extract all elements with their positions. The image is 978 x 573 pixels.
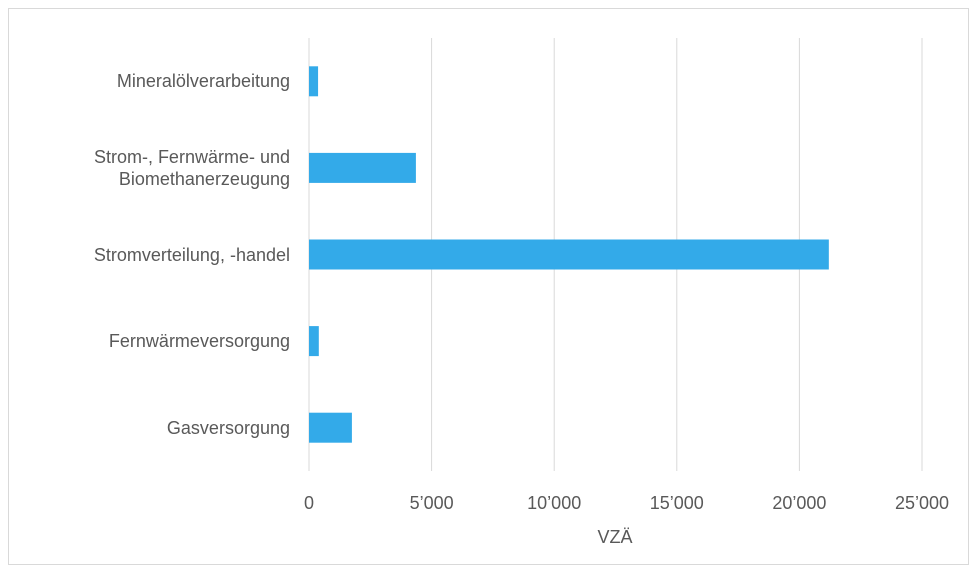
bar <box>309 326 319 357</box>
chart-border <box>8 8 969 565</box>
x-tick-label: 5’000 <box>409 493 454 513</box>
bar <box>309 66 319 97</box>
y-tick-label: Gasversorgung <box>166 417 290 438</box>
x-tick-label: 10’000 <box>527 493 582 513</box>
x-tick-label: 15’000 <box>649 493 704 513</box>
x-tick-label: 20’000 <box>772 493 827 513</box>
y-tick-label: Fernwärmeversorgung <box>108 331 290 352</box>
x-axis-title: VZÄ <box>597 527 633 547</box>
x-tick-label: 0 <box>303 493 315 513</box>
bar <box>309 152 416 183</box>
x-tick-label: 25’000 <box>894 493 950 513</box>
bar <box>309 412 352 443</box>
y-tick-label: Strom-, Fernwärme- und Biomethanerzeugun… <box>93 146 290 189</box>
y-tick-label: Stromverteilung, -handel <box>93 244 290 265</box>
bar <box>309 239 829 270</box>
y-tick-label: Mineralölverarbeitung <box>116 71 290 92</box>
